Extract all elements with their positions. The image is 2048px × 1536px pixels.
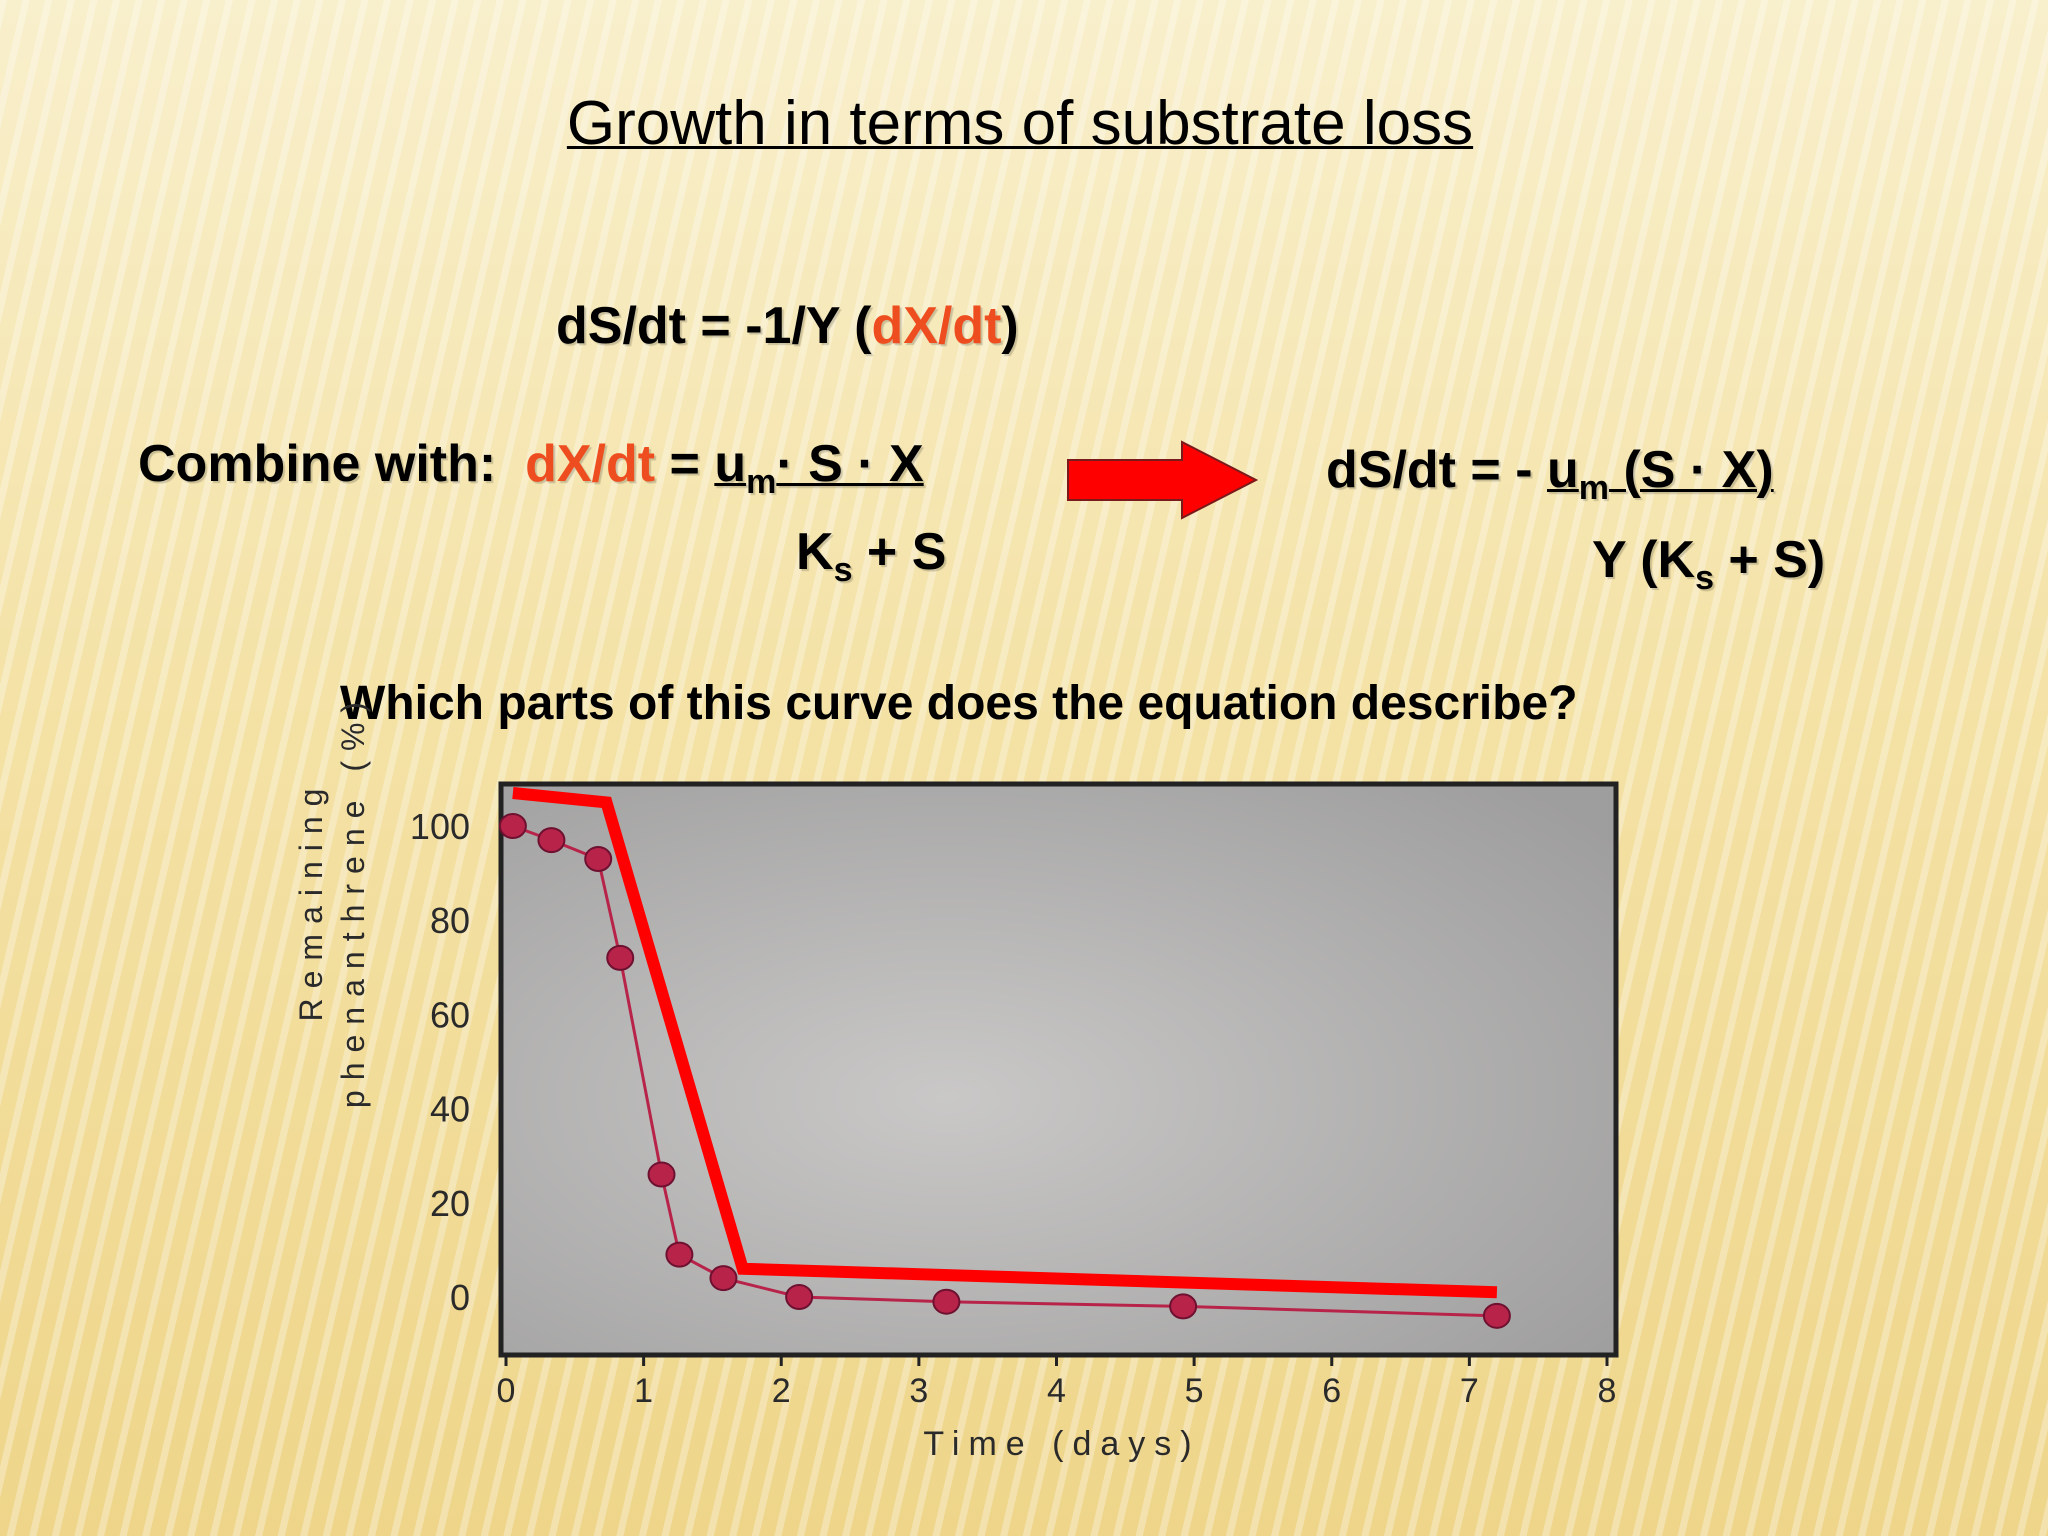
x-tick-label: 7 [1460,1372,1479,1410]
y-axis-label-line-1: Remaining [293,779,329,1022]
equation-result: dS/dt = - um (S · X) [1326,441,1774,507]
x-tick-label: 3 [909,1372,928,1410]
x-axis-label: Time (days) [923,1425,1200,1463]
x-tick-label: 6 [1322,1372,1341,1410]
y-tick-label: 20 [430,1183,470,1224]
data-point [498,813,527,839]
overlay-trend-line [512,787,1498,1299]
data-point [537,827,566,854]
y-tick-label: 100 [410,806,470,847]
x-tick-label: 4 [1047,1372,1066,1410]
data-point [785,1284,814,1310]
x-tick-label: 5 [1185,1372,1204,1410]
x-tick-label: 2 [772,1372,791,1410]
data-point [932,1288,961,1315]
x-tick-label: 8 [1598,1372,1617,1410]
y-axis-label: Remaining phenanthrene (%) [293,692,371,1108]
equation-result-denominator: Y (Ks + S) [1592,531,1826,597]
data-point [709,1265,738,1292]
data-point [647,1161,676,1188]
data-point [665,1241,694,1268]
equation-combine-denominator: Ks + S [796,523,947,589]
y-tick-label: 80 [430,900,470,941]
x-tick-label: 0 [497,1372,516,1410]
data-point [606,944,635,971]
data-point [1482,1302,1511,1329]
equation-combine: Combine with: dX/dt = um· S · X [138,435,924,501]
right-arrow-icon [1067,440,1259,520]
y-tick-label: 40 [430,1089,470,1130]
plot-area [498,781,1619,1358]
y-axis-label-line-2: phenanthrene (%) [335,692,371,1108]
y-tick-label: 0 [450,1277,470,1318]
slide-title: Growth in terms of substrate loss [566,89,1474,158]
y-tick-label: 60 [430,994,470,1035]
data-point [584,845,613,872]
equation-substrate-rate: dS/dt = -1/Y (dX/dt) [556,297,1019,355]
question-text: Which parts of this curve does the equat… [340,677,1578,730]
x-tick-label: 1 [634,1372,653,1410]
data-point [1169,1293,1198,1320]
